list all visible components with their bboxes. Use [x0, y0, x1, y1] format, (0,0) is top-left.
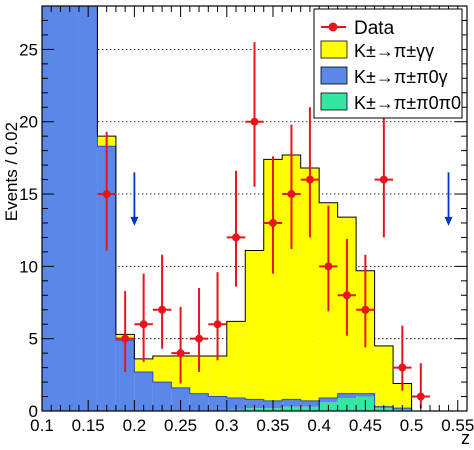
data-point-13: [342, 291, 351, 300]
bar-K0-10: [226, 397, 246, 410]
bar-K0-11: [245, 399, 264, 409]
x-tick-label-9: 0.55: [441, 416, 474, 435]
legend: Data K±→π±γγ K±→π±π0γ K±→π±π0π0: [313, 8, 463, 119]
y-tick-label-2: 10: [19, 257, 38, 276]
legend-pi0g-label: K±→π±π0γ: [354, 67, 448, 87]
legend-gg-label: K±→π±γγ: [354, 41, 434, 61]
data-point-17: [416, 392, 425, 401]
data-point-1: [121, 334, 130, 343]
legend-pi0pi0-swatch: [320, 92, 348, 111]
bar-K0-13: [282, 399, 301, 407]
bar-K00-16: [337, 397, 357, 411]
bar-K0-6: [152, 382, 172, 411]
legend-entry-gg: K±→π±γγ: [320, 40, 434, 61]
bar-K0-7: [171, 387, 190, 411]
stack-outline: [42, 6, 431, 411]
x-tick-label-6: 0.4: [307, 416, 331, 435]
x-tick-label-1: 0.15: [72, 416, 105, 435]
data-point-3: [158, 305, 167, 314]
data-point-14: [361, 305, 370, 314]
data-point-15: [379, 175, 388, 184]
histogram-bars: [42, 6, 412, 411]
data-point-6: [213, 320, 222, 329]
bar-K-14: [300, 168, 320, 401]
axes: 0.1 0.15 0.2 0.25 0.3 0.35 0.4 0.45 0.5 0.55 0 5 10 1…: [19, 5, 474, 435]
bar-K-9: [208, 356, 227, 397]
bar-K0-8: [189, 393, 209, 411]
bar-K-12: [263, 159, 283, 401]
legend-gg-swatch: [320, 40, 348, 59]
x-tick-label-5: 0.35: [256, 416, 289, 435]
data-point-11: [305, 175, 314, 184]
y-tick-label-3: 15: [19, 185, 38, 204]
y-tick-label-1: 5: [29, 330, 38, 349]
data-point-8: [250, 117, 259, 126]
bar-K0-0: [42, 6, 61, 411]
bar-K0-14: [300, 400, 320, 407]
bar-K0-2: [78, 6, 98, 411]
x-tick-label-8: 0.5: [400, 416, 424, 435]
legend-entry-pi0pi0: K±→π±π0π0: [320, 92, 461, 113]
bar-K-8: [189, 356, 209, 394]
bar-K-10: [226, 321, 246, 398]
cut-arrow-head-0: [130, 216, 139, 226]
data-point-12: [324, 262, 333, 271]
data-points: [97, 42, 431, 409]
bar-K-5: [134, 358, 153, 372]
x-tick-label-2: 0.2: [123, 416, 147, 435]
bar-K0-15: [319, 397, 338, 403]
y-tick-label-4: 20: [19, 113, 38, 132]
bar-K-6: [152, 356, 172, 383]
legend-pi0pi0-label: K±→π±π0π0: [354, 93, 461, 113]
data-point-10: [287, 190, 296, 199]
bar-K0-17: [356, 393, 375, 397]
legend-entry-data: Data: [321, 18, 395, 39]
bar-K0-16: [337, 393, 357, 398]
bar-K-13: [282, 154, 301, 400]
y-tick-label-0: 0: [29, 402, 38, 421]
legend-pi0g-swatch: [320, 66, 348, 85]
x-axis-label: z: [461, 428, 470, 448]
x-tick-label-0: 0.1: [30, 416, 54, 435]
x-tick-label-3: 0.25: [164, 416, 197, 435]
x-tick-label-4: 0.3: [215, 416, 239, 435]
bar-K0-4: [115, 340, 135, 411]
cut-arrows: [130, 172, 453, 226]
y-tick-label-5: 25: [19, 40, 38, 59]
data-point-7: [232, 233, 241, 242]
bar-K0-3: [97, 146, 116, 411]
data-point-2: [139, 320, 148, 329]
data-point-0: [102, 190, 111, 199]
outline-stack-top: [42, 6, 431, 411]
bar-K-19: [393, 383, 412, 409]
data-point-16: [398, 363, 407, 372]
bar-K0-9: [208, 396, 227, 411]
data-point-4: [176, 349, 185, 358]
data-point-9: [268, 218, 277, 227]
bar-K-11: [245, 250, 264, 400]
bar-K0-5: [134, 371, 153, 411]
legend-entry-pi0g: K±→π±π0γ: [320, 66, 448, 87]
cut-arrow-head-1: [444, 216, 453, 226]
legend-data-marker: [328, 22, 338, 32]
x-tick-label-7: 0.45: [349, 416, 382, 435]
legend-data-label: Data: [354, 18, 395, 39]
data-point-5: [195, 334, 204, 343]
bar-K0-1: [60, 6, 79, 411]
bar-K-18: [374, 345, 394, 407]
y-axis-label: Events / 0.02: [2, 122, 21, 221]
